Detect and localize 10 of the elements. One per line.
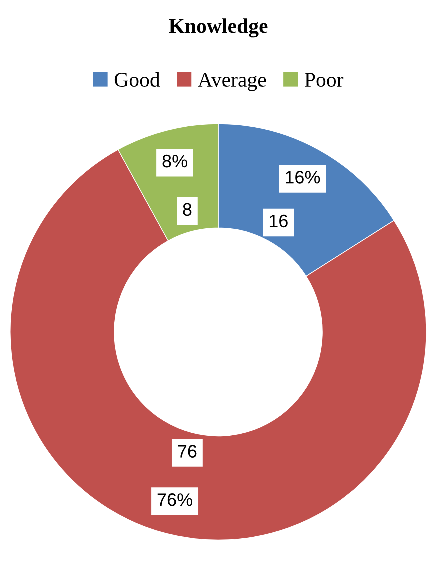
legend-label: Good <box>114 72 160 88</box>
chart-title: Knowledge <box>169 18 268 38</box>
text: 8% <box>162 154 188 168</box>
data-label: 76 <box>178 445 197 458</box>
data-label: 16 <box>270 214 288 228</box>
data-label: 8 <box>183 203 192 216</box>
text: 16% <box>286 171 320 184</box>
legend-label: Average <box>198 73 266 92</box>
legend-label: Poor <box>304 73 344 88</box>
text: 76% <box>158 494 192 506</box>
